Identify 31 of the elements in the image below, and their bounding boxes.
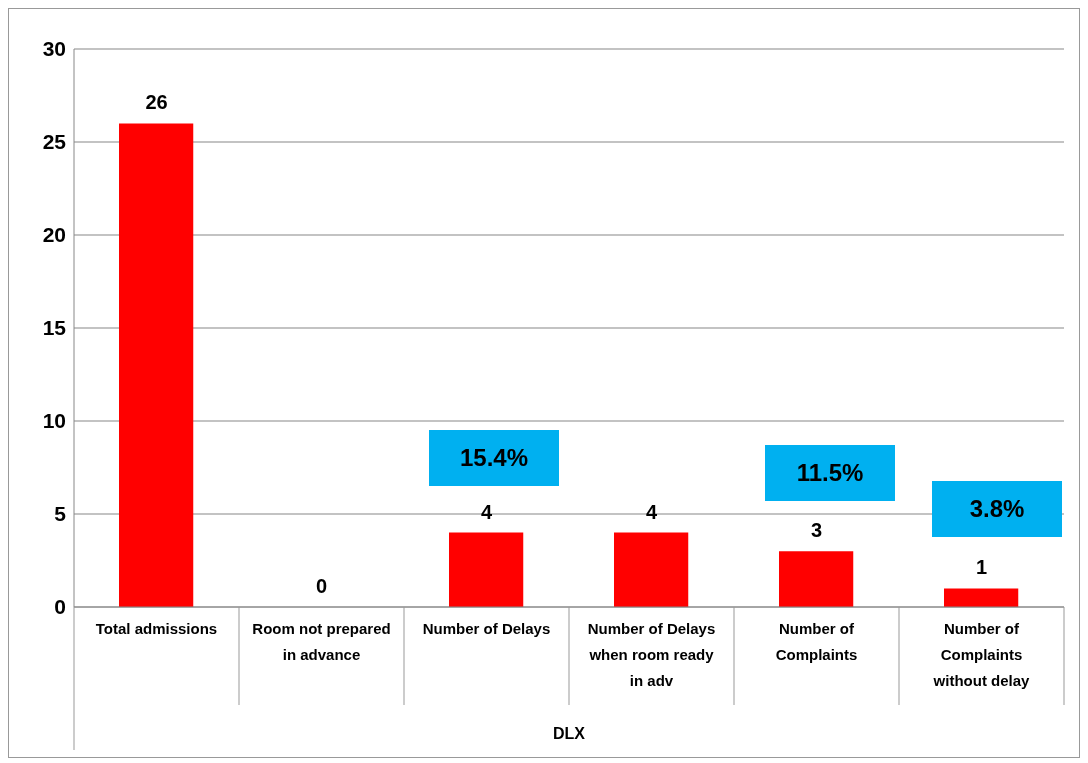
x-tick-label: Room not prepared in advance <box>252 619 391 663</box>
bar <box>779 551 854 607</box>
x-axis-title: DLX <box>553 725 586 742</box>
y-tick-label: 15 <box>42 316 67 340</box>
x-tick-label: Number of Complaints without delay <box>932 619 1031 689</box>
y-tick-label: 10 <box>42 409 66 433</box>
annotation: 11.5% <box>796 459 864 487</box>
data-label: 4 <box>480 500 493 523</box>
bar <box>614 532 689 607</box>
data-label: 3 <box>810 519 823 542</box>
percent-box: 11.5% <box>765 445 895 501</box>
data-label: 4 <box>645 500 658 523</box>
y-tick-label: 30 <box>42 37 66 61</box>
bar <box>119 123 194 607</box>
y-tick-label: 0 <box>54 595 66 619</box>
y-tick-label: 5 <box>54 502 67 526</box>
bar <box>944 588 1019 607</box>
bar <box>449 532 524 607</box>
data-label: 1 <box>975 556 988 579</box>
percent-box: 3.8% <box>932 481 1062 537</box>
y-tick-label: 25 <box>42 130 67 154</box>
x-tick-label: Number of Complaints <box>775 619 858 663</box>
annotation: 3.8% <box>969 495 1025 523</box>
x-tick-label: Number of Delays when room ready in adv <box>587 619 716 689</box>
x-tick-label: Number of Delays <box>422 619 551 637</box>
y-tick-label: 20 <box>42 223 66 247</box>
data-label: 0 <box>315 575 328 597</box>
data-label: 26 <box>145 91 168 114</box>
percent-box: 15.4% <box>429 430 559 486</box>
x-tick-label: Total admissions <box>95 619 218 637</box>
annotation: 15.4% <box>459 444 529 472</box>
